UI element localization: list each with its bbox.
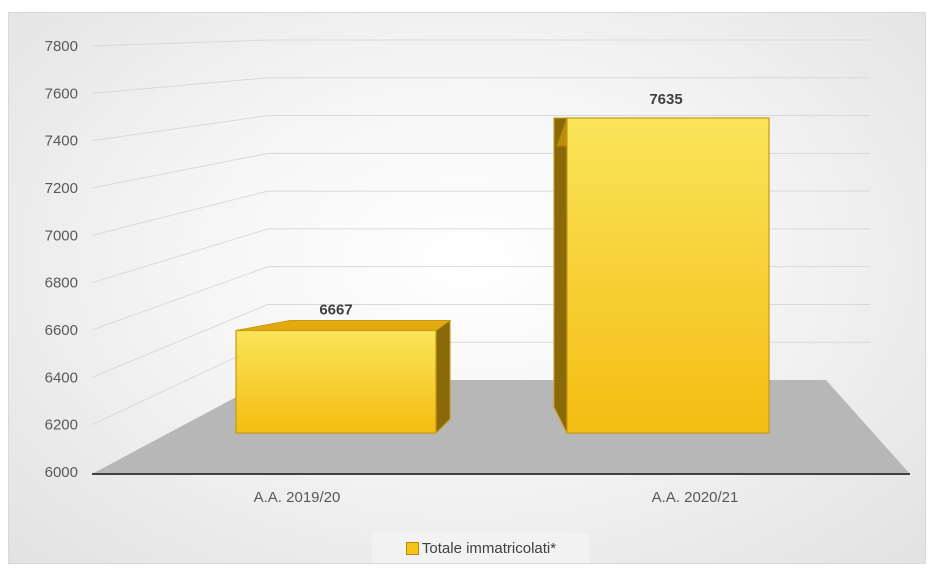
x-tick-label: A.A. 2019/20 [254, 489, 341, 506]
legend: Totale immatricolati* [372, 533, 590, 563]
y-tick-label: 6000 [45, 464, 78, 481]
y-tick-label: 7800 [45, 38, 78, 55]
data-label: 7635 [649, 91, 682, 108]
bar-front [566, 117, 770, 434]
gridline [91, 115, 269, 142]
legend-label: Totale immatricolati* [421, 539, 557, 557]
y-tick-label: 6800 [45, 275, 78, 292]
y-tick-label: 7400 [45, 133, 78, 150]
x-tick-label: A.A. 2020/21 [652, 489, 739, 506]
bar-top [235, 319, 452, 331]
bar [235, 319, 452, 435]
data-label: 6667 [319, 301, 352, 318]
y-tick-label: 7000 [45, 227, 78, 244]
gridline [91, 228, 269, 284]
y-tick-label: 6400 [45, 369, 78, 386]
bar-front [235, 329, 437, 434]
y-tick-label: 6600 [45, 322, 78, 339]
floor [92, 380, 910, 474]
bar [553, 117, 770, 434]
gridline [91, 303, 269, 378]
bar-side [435, 319, 451, 435]
gridline [91, 39, 269, 47]
y-tick-label: 7200 [45, 180, 78, 197]
bar-side [553, 117, 568, 434]
gridline [91, 190, 269, 236]
gridline [91, 266, 269, 331]
y-tick-label: 7600 [45, 85, 78, 102]
gridline [91, 152, 269, 189]
gridline [91, 77, 269, 94]
y-tick-label: 6200 [45, 417, 78, 434]
legend-swatch [405, 541, 419, 555]
